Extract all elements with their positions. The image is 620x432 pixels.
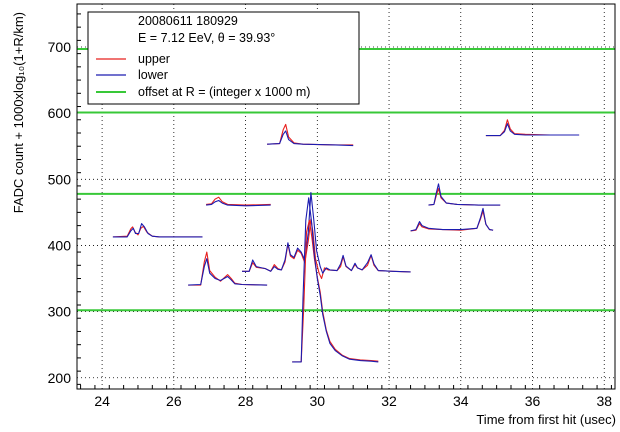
legend-label-lower: lower	[138, 68, 168, 82]
y-tick-label: 300	[48, 304, 72, 320]
legend: 20080611 180929 E = 7.12 EeV, θ = 39.93°…	[87, 11, 360, 105]
x-tick-label: 24	[94, 393, 110, 409]
legend-box	[87, 11, 360, 105]
y-tick-label: 200	[48, 370, 72, 386]
legend-event-id: 20080611 180929	[138, 14, 238, 28]
trace-lower	[112, 223, 203, 238]
trace-lower	[292, 197, 379, 363]
y-tick-label: 500	[48, 171, 72, 187]
trace-series	[112, 119, 580, 363]
plot-frame	[76, 3, 616, 390]
x-tick-label: 34	[453, 393, 469, 409]
legend-label-offset: offset at R = (integer x 1000 m)	[138, 85, 310, 99]
legend-event-params: E = 7.12 EeV, θ = 39.93°	[138, 31, 275, 45]
trace-lower	[206, 199, 271, 207]
trace-lower	[188, 258, 268, 286]
axes: 24 26 28 30 32 34 36 38 200 300 400 500 600 700	[48, 13, 612, 409]
trace-lower	[242, 191, 411, 274]
trace-lower	[428, 183, 501, 206]
x-tick-label: 38	[596, 393, 612, 409]
trace-lower	[267, 130, 354, 147]
x-tick-label: 28	[238, 393, 254, 409]
x-axis-title: Time from first hit (usec)	[476, 412, 616, 427]
legend-label-upper: upper	[138, 52, 170, 66]
y-axis-title: FADC count + 1000xlog₁₀(1+R/km)	[11, 12, 26, 213]
y-tick-label: 400	[48, 237, 72, 253]
x-tick-label: 36	[525, 393, 541, 409]
y-tick-label: 600	[48, 105, 72, 121]
y-tick-label: 700	[48, 39, 72, 55]
trace-lower	[410, 207, 494, 232]
trace-upper	[206, 196, 271, 206]
x-tick-label: 32	[381, 393, 397, 409]
trace-lower	[485, 123, 580, 137]
x-tick-label: 30	[310, 393, 326, 409]
x-tick-label: 26	[166, 393, 182, 409]
